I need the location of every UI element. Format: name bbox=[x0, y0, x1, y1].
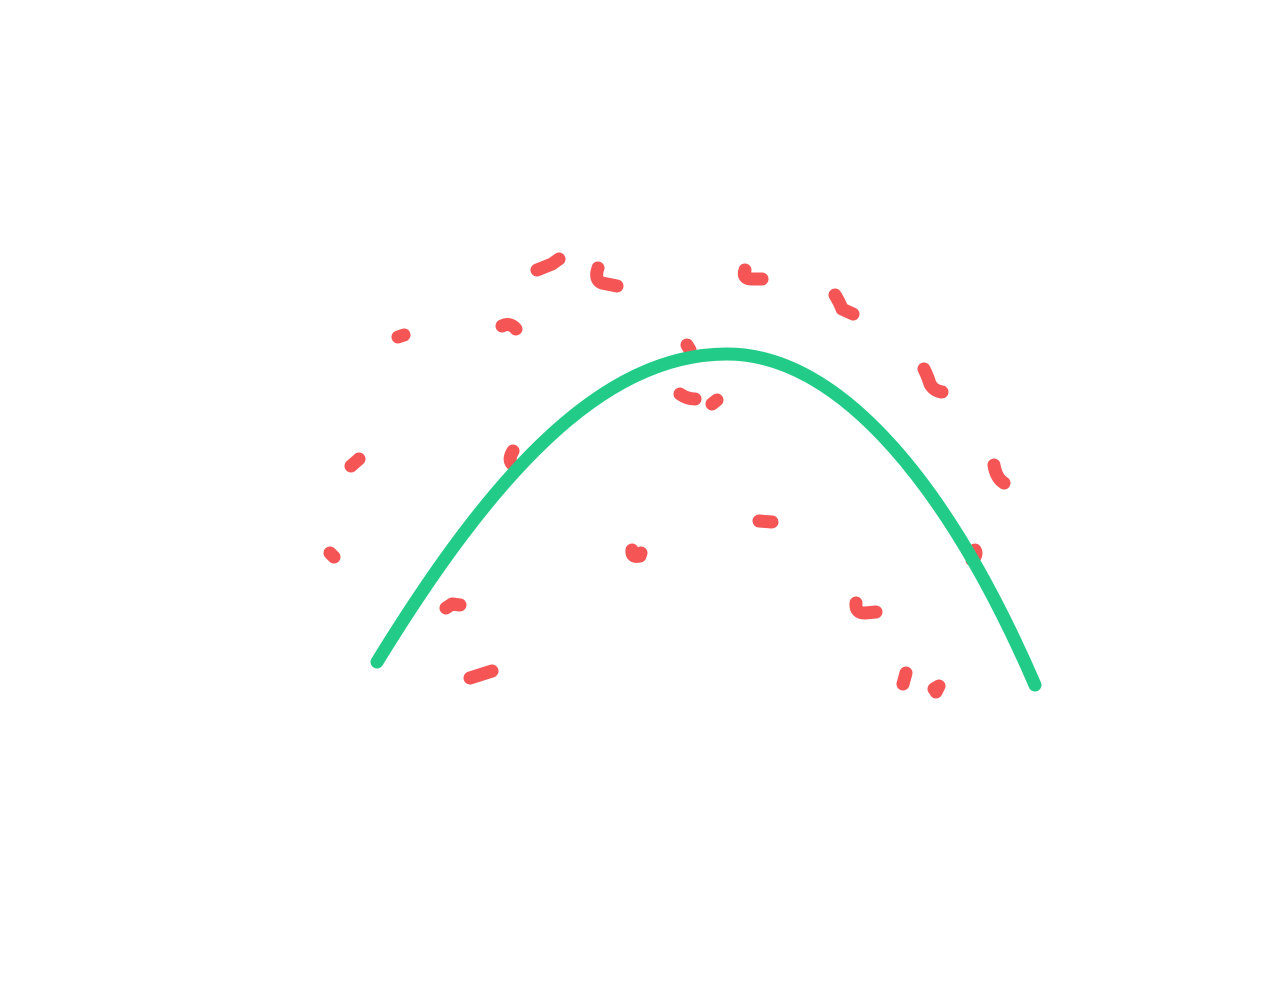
dash-mark bbox=[503, 444, 520, 471]
dash-mark bbox=[391, 328, 411, 344]
dash-mark bbox=[917, 362, 949, 399]
dash-mark bbox=[323, 546, 341, 564]
dash-mark bbox=[439, 597, 467, 615]
dash-mark bbox=[673, 387, 702, 406]
dash-mark bbox=[625, 543, 648, 563]
dash-mark bbox=[530, 252, 566, 277]
dash-mark bbox=[463, 664, 499, 685]
dash-mark bbox=[927, 679, 946, 699]
dash-mark bbox=[737, 263, 769, 286]
dash-mark bbox=[495, 318, 523, 336]
dash-mark bbox=[752, 514, 779, 529]
dash-mark bbox=[705, 393, 724, 411]
dash-mark bbox=[849, 596, 883, 620]
dash-mark bbox=[680, 338, 697, 357]
dash-mark bbox=[344, 452, 366, 473]
scattered-dash-marks bbox=[323, 252, 1011, 699]
dash-mark bbox=[896, 666, 913, 691]
dash-mark bbox=[987, 458, 1011, 490]
parabola-curve bbox=[370, 347, 1042, 692]
dash-mark bbox=[590, 261, 624, 293]
dash-mark bbox=[828, 288, 860, 321]
